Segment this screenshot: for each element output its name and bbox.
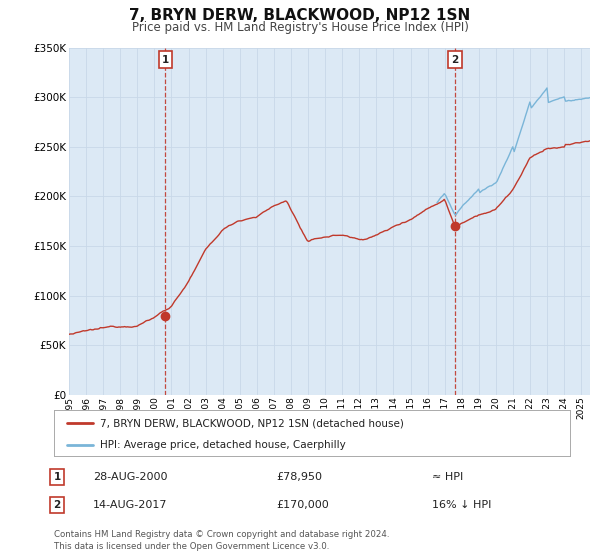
Text: £78,950: £78,950 xyxy=(276,472,322,482)
Text: £170,000: £170,000 xyxy=(276,500,329,510)
Text: 28-AUG-2000: 28-AUG-2000 xyxy=(93,472,167,482)
Text: This data is licensed under the Open Government Licence v3.0.: This data is licensed under the Open Gov… xyxy=(54,542,329,550)
Text: 7, BRYN DERW, BLACKWOOD, NP12 1SN: 7, BRYN DERW, BLACKWOOD, NP12 1SN xyxy=(130,8,470,24)
Text: 14-AUG-2017: 14-AUG-2017 xyxy=(93,500,167,510)
Text: 7, BRYN DERW, BLACKWOOD, NP12 1SN (detached house): 7, BRYN DERW, BLACKWOOD, NP12 1SN (detac… xyxy=(100,418,404,428)
Text: 16% ↓ HPI: 16% ↓ HPI xyxy=(432,500,491,510)
Text: ≈ HPI: ≈ HPI xyxy=(432,472,463,482)
Text: 2: 2 xyxy=(452,54,459,64)
Text: Contains HM Land Registry data © Crown copyright and database right 2024.: Contains HM Land Registry data © Crown c… xyxy=(54,530,389,539)
Text: 1: 1 xyxy=(53,472,61,482)
Text: Price paid vs. HM Land Registry's House Price Index (HPI): Price paid vs. HM Land Registry's House … xyxy=(131,21,469,34)
Text: 1: 1 xyxy=(162,54,169,64)
Text: HPI: Average price, detached house, Caerphilly: HPI: Average price, detached house, Caer… xyxy=(100,440,346,450)
Text: 2: 2 xyxy=(53,500,61,510)
